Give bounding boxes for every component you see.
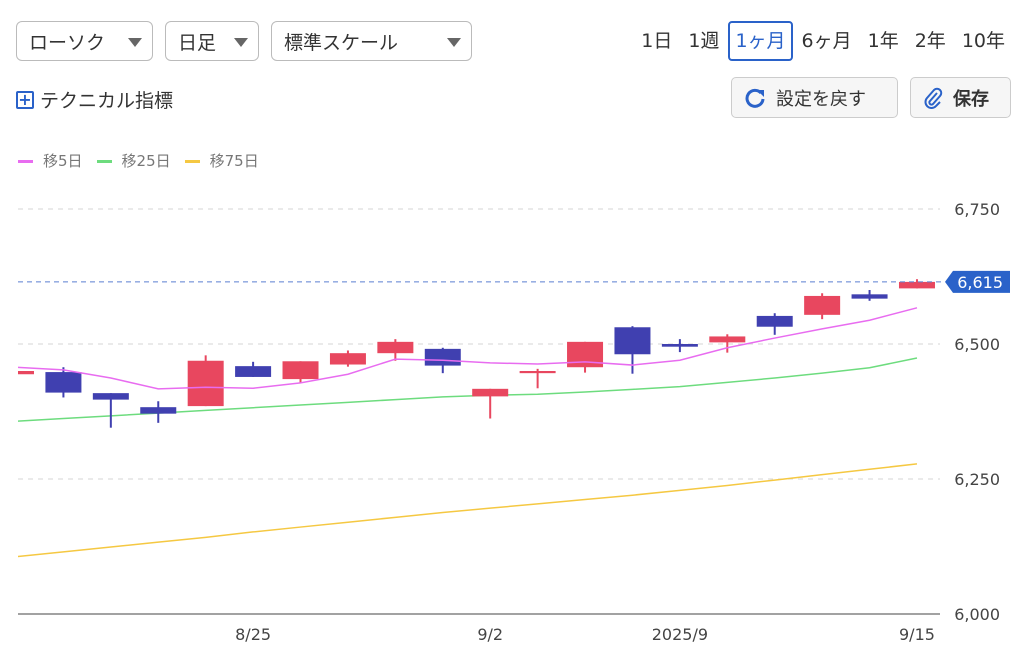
x-tick-label: 9/15 [899,625,935,644]
x-tick-label: 2025/9 [652,625,708,644]
candle-up [18,371,34,375]
candle-body [45,372,82,393]
candle-down [235,361,272,377]
paperclip-icon [924,87,943,109]
candle-up [519,368,556,389]
candle-body [18,371,34,375]
candle-body [92,393,129,400]
candle-up [709,334,746,353]
y-tick-label: 6,250 [954,470,1000,489]
ma75-line [18,463,918,558]
candle-body [424,348,461,366]
candle-down [851,290,888,301]
y-tick-label: 6,000 [954,605,1000,624]
candle-body [377,341,414,354]
period-tab-1y[interactable]: 1年 [867,30,899,52]
candle-up [377,339,414,361]
plus-icon: + [16,90,34,109]
scale-select[interactable]: 標準スケール [271,21,472,61]
dropdown-arrow-icon [128,38,142,47]
candle-body [661,344,698,347]
candle-up [472,388,509,419]
dropdown-arrow-icon [234,38,248,47]
plot-area [18,279,935,558]
x-tick-label: 8/25 [235,625,271,644]
last-price-label: 6,615 [957,273,1003,292]
dropdown-arrow-icon [447,38,461,47]
legend-item-ma25: 移25日 [96,150,171,171]
candle-body [187,360,224,407]
candle-up [282,361,319,383]
legend-label: 移75日 [209,152,259,170]
candle-body [282,361,319,380]
candle-body [472,388,509,397]
candle-body [756,315,793,327]
candle-up [804,293,841,320]
period-tabs: 1日 1週 1ヶ月 6ヶ月 1年 2年 10年 [634,21,1012,61]
chart-type-select[interactable]: ローソク [16,21,153,61]
candle-up [567,341,604,373]
chart-type-value: ローソク [29,31,106,54]
save-button[interactable]: 保存 [910,77,1011,118]
ma5-line [18,307,918,390]
candle-body [614,327,651,355]
candle-down [45,367,82,398]
period-tab-1m[interactable]: 1ヶ月 [728,21,793,61]
period-tab-2y[interactable]: 2年 [914,30,946,52]
refresh-icon [745,88,765,108]
candle-body [898,281,935,289]
candle-up [329,350,366,367]
candle-body [329,353,366,365]
candle-down [140,401,177,423]
candle-body [709,336,746,343]
candle-body [235,366,272,377]
interval-select[interactable]: 日足 [165,21,259,61]
legend-item-ma75: 移75日 [184,150,259,171]
candle-body [804,295,841,315]
save-label: 保存 [953,88,989,110]
legend-swatch [184,160,200,163]
scale-value: 標準スケール [284,31,399,54]
legend-label: 移5日 [43,152,83,170]
candle-down [92,393,129,428]
legend-item-ma5: 移5日 [18,150,83,171]
chart-legend: 移5日 移25日 移75日 [18,150,259,171]
candle-body [851,294,888,299]
candle-down [614,326,651,374]
candle-up [898,279,935,289]
candle-down [756,313,793,335]
technical-indicators-button[interactable]: + テクニカル指標 [16,86,173,113]
interval-value: 日足 [178,31,217,54]
period-tab-1d[interactable]: 1日 [641,30,673,52]
candle-down [661,339,698,353]
legend-swatch [18,160,33,163]
legend-label: 移25日 [121,152,171,170]
period-tab-10y[interactable]: 10年 [961,30,1005,52]
period-tab-1w[interactable]: 1週 [688,30,720,52]
period-tab-6m[interactable]: 6ヶ月 [801,30,852,52]
x-tick-label: 9/2 [477,625,503,644]
y-tick-label: 6,750 [954,200,1000,219]
last-price-badge [945,270,1010,293]
legend-swatch [96,160,112,163]
candle-body [519,371,556,374]
candle-body [140,407,177,414]
reset-settings-button[interactable]: 設定を戻す [731,77,898,118]
reset-settings-label: 設定を戻す [776,88,866,110]
candle-up [187,355,224,407]
y-tick-label: 6,500 [954,335,1000,354]
technical-indicators-label: テクニカル指標 [40,90,174,112]
